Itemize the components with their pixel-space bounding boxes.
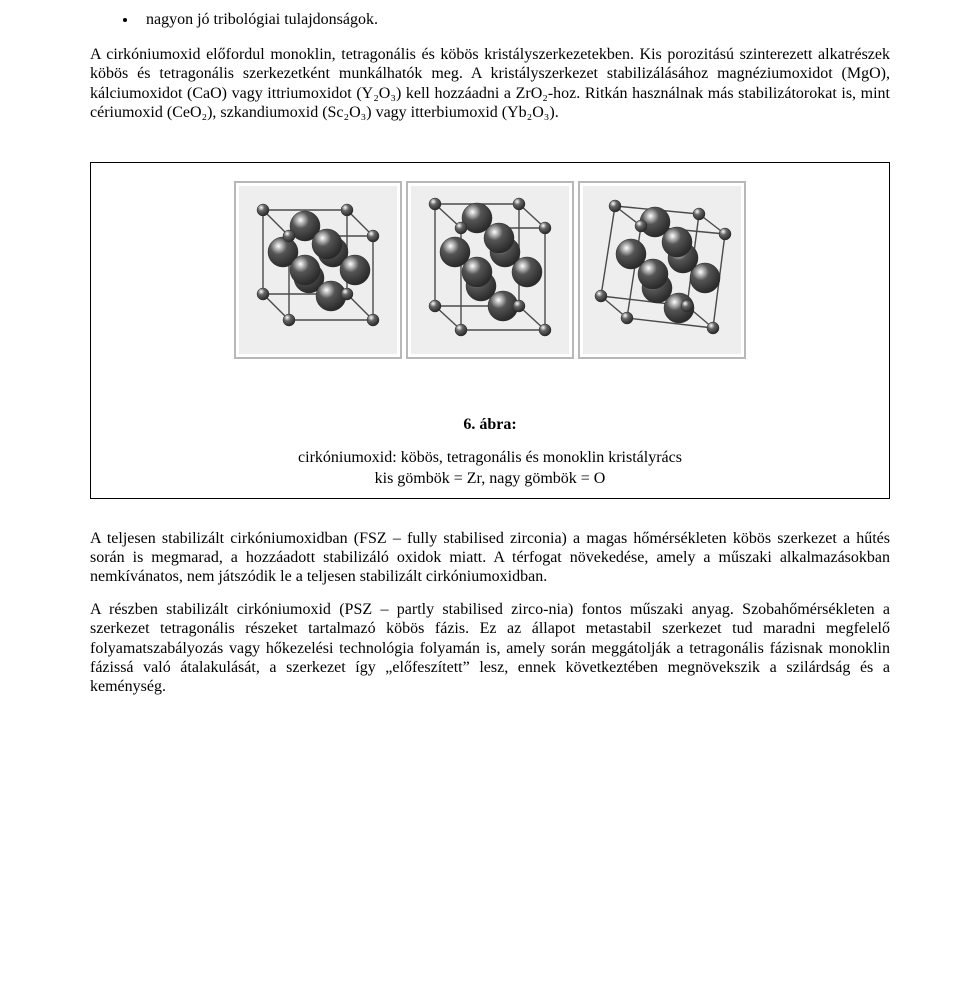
crystal-tetragonal-icon bbox=[406, 181, 574, 359]
bullet-item: nagyon jó tribológiai tulajdonságok. bbox=[138, 10, 890, 29]
paragraph-3: A részben stabilizált cirkóniumoxid (PSZ… bbox=[90, 600, 890, 696]
figure-caption: cirkóniumoxid: köbös, tetragonális és mo… bbox=[91, 448, 889, 490]
figure-caption-line1: cirkóniumoxid: köbös, tetragonális és mo… bbox=[298, 449, 682, 466]
crystal-cubic-icon bbox=[234, 181, 402, 359]
paragraph-1: A cirkóniumoxid előfordul monoklin, tetr… bbox=[90, 45, 890, 122]
figure-label: 6. ábra: bbox=[91, 415, 889, 434]
bullet-list: nagyon jó tribológiai tulajdonságok. bbox=[90, 10, 890, 29]
crystal-monoclinic-icon bbox=[578, 181, 746, 359]
paragraph-2: A teljesen stabilizált cirkóniumoxidban … bbox=[90, 529, 890, 587]
figure-6-container: 6. ábra: cirkóniumoxid: köbös, tetragoná… bbox=[90, 162, 890, 499]
crystal-lattice-row bbox=[91, 181, 889, 359]
figure-caption-line2: kis gömbök = Zr, nagy gömbök = O bbox=[375, 470, 606, 487]
